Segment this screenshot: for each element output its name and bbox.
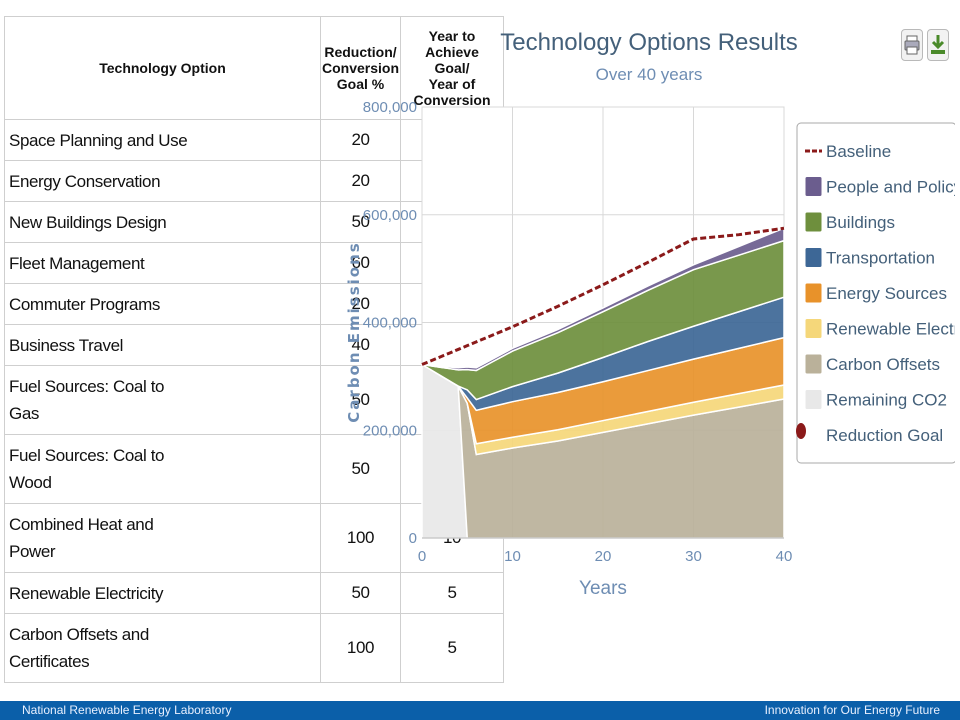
y-axis-label: Carbon Emissions: [345, 241, 363, 422]
legend-swatch: [796, 423, 806, 439]
technology-option-cell: Fuel Sources: Coal to Wood: [4, 434, 321, 504]
footer: National Renewable Energy Laboratory Inn…: [0, 701, 960, 720]
technology-option-line: New Buildings Design: [9, 212, 167, 232]
reduction-goal-cell: 50: [319, 434, 402, 504]
y-tick-label: 200,000: [363, 422, 417, 439]
chart-title: Technology Options Results: [500, 29, 798, 56]
reduction-goal-cell: 100: [319, 613, 402, 683]
header-line: Reduction/: [324, 44, 397, 60]
technology-option-line: Space Planning and Use: [9, 130, 188, 150]
legend-label: Reduction Goal: [826, 426, 943, 445]
technology-option-line: Fuel Sources: Coal to: [9, 446, 165, 465]
footer-right: Innovation for Our Energy Future: [764, 703, 940, 717]
year-cell: 5: [400, 613, 505, 683]
technology-option-cell: Carbon Offsets and Certificates: [4, 613, 321, 683]
technology-option-cell: Energy Conservation: [4, 160, 321, 202]
technology-option-line: Wood: [9, 473, 52, 492]
x-tick-label: 10: [504, 548, 521, 565]
y-tick-label: 600,000: [363, 207, 417, 224]
x-tick-label: 20: [595, 548, 612, 565]
legend-swatch: [804, 353, 823, 375]
legend-label: People and Policy: [826, 178, 955, 197]
baseline-line: [421, 226, 785, 366]
header-line: Goal %: [336, 76, 385, 92]
table-row: Renewable Electricity 50 5: [4, 572, 505, 614]
legend-box: [796, 122, 955, 464]
reduction-goal-cell: 100: [319, 503, 402, 573]
y-tick-label: 800,000: [363, 99, 417, 116]
chart-subtitle: Over 40 years: [596, 65, 703, 84]
legend-label: Energy Sources: [826, 284, 947, 303]
legend-label: Carbon Offsets: [826, 355, 940, 374]
technology-options-chart: Technology Options Results Over 40 years…: [345, 29, 955, 599]
technology-option-line: Renewable Electricity: [9, 583, 164, 603]
technology-option-line: Certificates: [9, 652, 90, 671]
x-tick-label: 30: [685, 548, 702, 565]
technology-options-table: Technology Option Reduction/ Conversion …: [4, 16, 505, 683]
table-row: Carbon Offsets and Certificates 100 5: [4, 613, 505, 683]
print-icon: [904, 35, 920, 55]
header-line: Conversion: [413, 92, 491, 108]
technology-option-line: Business Travel: [9, 335, 123, 355]
technology-option-line: Commuter Programs: [9, 294, 160, 314]
legend-label: Transportation: [826, 249, 935, 268]
area-people-and-policy: [421, 227, 785, 372]
legend-swatch: [804, 389, 823, 410]
reduction-goal-cell: 50: [319, 365, 402, 435]
reduction-goal-cell: 20: [319, 119, 402, 161]
technology-option-cell: New Buildings Design: [4, 201, 321, 243]
reduction-goal-cell: 40: [319, 324, 402, 366]
header-year-to-achieve: Year to Achieve Goal/ Year of Conversion: [400, 16, 505, 120]
header-line: Conversion: [322, 60, 400, 76]
legend-swatch: [804, 176, 823, 197]
legend-label: Renewable Electricity: [826, 320, 955, 339]
header-technology-option: Technology Option: [4, 16, 321, 120]
x-axis-label: Years: [579, 578, 627, 599]
print-button[interactable]: [901, 29, 923, 61]
technology-option-cell: Fuel Sources: Coal to Gas: [4, 365, 321, 435]
technology-option-cell: Renewable Electricity: [4, 572, 321, 614]
y-tick-label: 0: [409, 530, 417, 547]
legend-swatch: [804, 282, 823, 304]
legend-swatch: [804, 247, 823, 268]
reduction-goal-cell: 60: [319, 242, 402, 284]
technology-option-cell: Fleet Management: [4, 242, 321, 284]
technology-option-line: Gas: [9, 404, 39, 423]
legend: Baseline People and Policy Buildings Transp…: [796, 122, 955, 464]
y-tick-label: 400,000: [363, 315, 417, 332]
technology-option-line: Fuel Sources: Coal to: [9, 377, 165, 396]
technology-option-line: Combined Heat and: [9, 515, 154, 534]
reduction-goal-cell: 50: [319, 572, 402, 614]
technology-option-line: Energy Conservation: [9, 171, 161, 191]
footer-left: National Renewable Energy Laboratory: [22, 703, 232, 717]
technology-option-cell: Combined Heat and Power: [4, 503, 321, 573]
header-line: Year to Achieve: [425, 28, 479, 60]
reduction-goal-cell: 20: [319, 283, 402, 325]
technology-option-cell: Business Travel: [4, 324, 321, 366]
legend-label: Remaining CO2: [826, 391, 947, 410]
download-button[interactable]: [927, 29, 949, 61]
header-line: Year of: [428, 76, 476, 92]
header-line: Goal/: [434, 60, 470, 76]
legend-label: Buildings: [826, 213, 895, 232]
reduction-goal-cell: 20: [319, 160, 402, 202]
table-row: Fuel Sources: Coal toGas505: [4, 365, 505, 435]
technology-option-line: Power: [9, 542, 56, 561]
legend-swatch: [804, 211, 823, 233]
legend-label: Baseline: [826, 142, 891, 161]
download-icon: [931, 35, 945, 54]
technology-option-line: Carbon Offsets and: [9, 625, 149, 644]
header-reduction-goal: Reduction/ Conversion Goal %: [319, 16, 402, 120]
technology-option-line: Fleet Management: [9, 253, 145, 273]
x-tick-label: 0: [418, 548, 426, 565]
technology-option-cell: Space Planning and Use: [4, 119, 321, 161]
technology-option-cell: Commuter Programs: [4, 283, 321, 325]
legend-swatch: [804, 318, 823, 339]
x-tick-label: 40: [776, 548, 793, 565]
